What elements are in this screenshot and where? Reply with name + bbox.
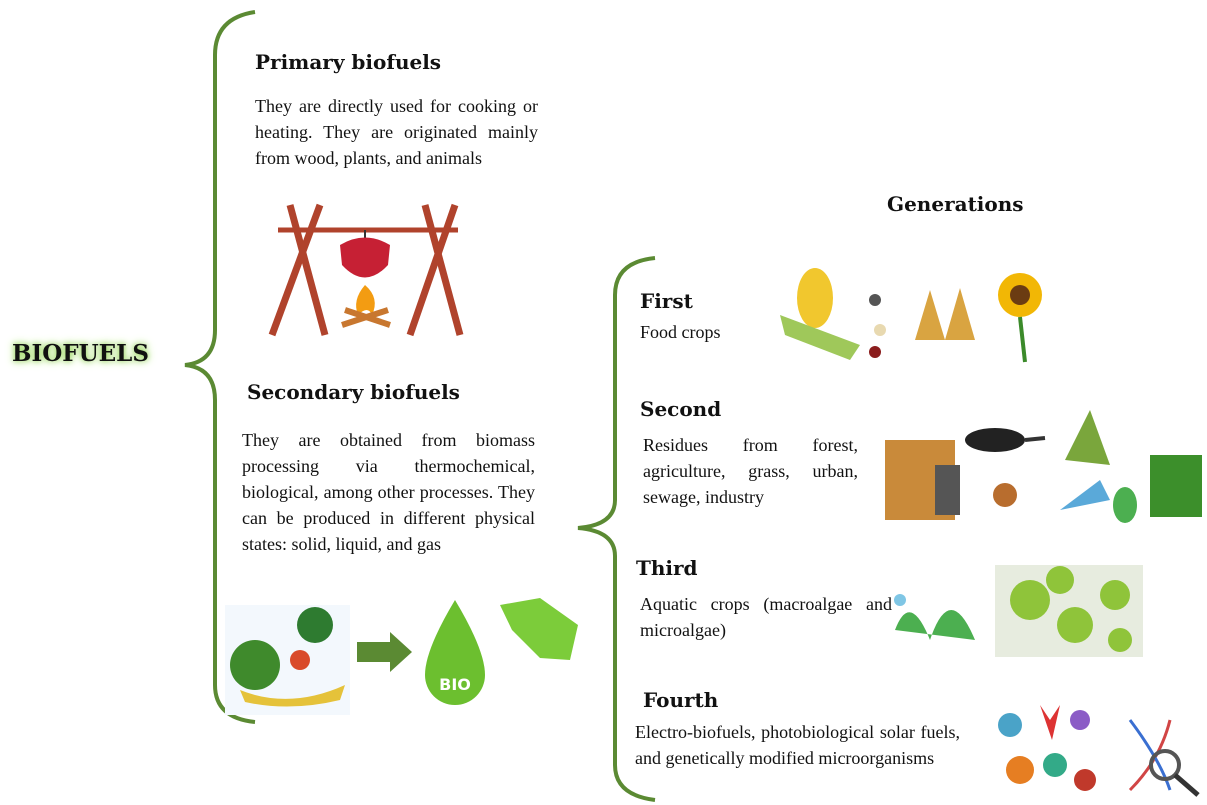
section-title: Secondary biofuels <box>247 380 460 404</box>
section-text: They are directly used for cooking or he… <box>255 93 538 171</box>
generation-name: Third <box>636 556 698 580</box>
drop-label: BIO <box>439 675 471 694</box>
generations-title: Generations <box>887 192 1024 216</box>
generation-text: Electro-biofuels, photobiological solar … <box>635 719 960 771</box>
page: BIO BIOFUELS Primary biofuels They are d… <box>0 0 1207 805</box>
generation-text: Residues from forest, agriculture, grass… <box>643 432 858 510</box>
section-title: Primary biofuels <box>255 50 441 74</box>
generation-name: Fourth <box>643 688 718 712</box>
diagram-art: BIO <box>0 0 1207 805</box>
cooking-illustration <box>272 205 460 335</box>
generation-text: Food crops <box>640 319 760 345</box>
generation-name: Second <box>640 397 721 421</box>
biomass-illustration <box>225 598 578 715</box>
generation-name: First <box>640 289 693 313</box>
main-label: BIOFUELS <box>12 340 149 367</box>
generation-text: Aquatic crops (macroalgae and microalgae… <box>640 591 892 643</box>
section-text: They are obtained from biomass processin… <box>242 427 535 557</box>
generation-illustrations <box>780 268 1202 795</box>
